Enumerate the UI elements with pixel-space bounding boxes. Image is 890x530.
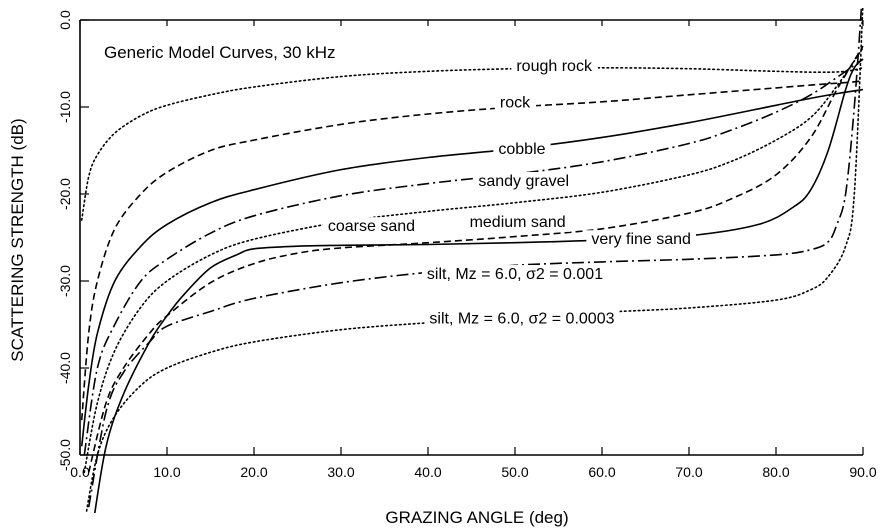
series-label-group: very fine sand <box>586 230 696 250</box>
series-label-silt-mz-6-0-2-0-001: silt, Mz = 6.0, σ2 = 0.001 <box>427 266 603 283</box>
series-line-rock <box>80 80 864 421</box>
series-label-bg <box>322 217 421 237</box>
x-tick-label: 40.0 <box>414 464 441 480</box>
series-label-group: medium sand <box>464 212 571 232</box>
series-label-bg <box>493 139 551 159</box>
series-line-silt-mz-6-0-2-0-001 <box>87 8 863 508</box>
x-tick-label: 70.0 <box>675 464 702 480</box>
series-label-bg <box>464 212 571 232</box>
x-tick-label: 30.0 <box>327 464 354 480</box>
y-tick-label: -20.0 <box>57 178 73 210</box>
x-axis-ticks: 0.0 10.0 20.0 30.0 40.0 50.0 60.0 70.0 80.0 90.0 <box>70 20 877 480</box>
series-label-rough-rock: rough rock <box>516 58 593 75</box>
series-label-coarse-sand: coarse sand <box>328 218 415 235</box>
y-axis-ticks: 0.0 -10.0 -20.0 -30.0 -40.0 -50.0 <box>57 10 89 471</box>
x-axis-title: GRAZING ANGLE (deg) <box>385 508 568 527</box>
series-label-group: coarse sand <box>322 217 421 237</box>
y-tick-label: -10.0 <box>57 91 73 123</box>
y-axis-title: SCATTERING STRENGTH (dB) <box>8 118 27 361</box>
x-tick-label: 60.0 <box>588 464 615 480</box>
series-label-group: rock <box>494 93 537 113</box>
series-label-bg <box>586 230 696 250</box>
curves-group <box>80 8 864 513</box>
y-tick-label: 0.0 <box>57 10 73 30</box>
x-tick-label: 80.0 <box>762 464 789 480</box>
series-label-bg <box>424 309 620 329</box>
series-label-group: sandy gravel <box>473 171 575 191</box>
series-label-medium-sand: medium sand <box>470 214 566 231</box>
series-label-rock: rock <box>500 95 531 112</box>
series-label-bg <box>494 93 537 113</box>
curve-labels: rough rock rock cobble sandy gravel coarse s… <box>322 57 696 329</box>
series-line-cobble <box>80 88 864 447</box>
series-label-very-fine-sand: very fine sand <box>591 231 691 248</box>
series-label-bg <box>473 171 575 191</box>
y-tick-label: -30.0 <box>57 265 73 297</box>
series-label-group: silt, Mz = 6.0, σ2 = 0.0003 <box>424 309 620 329</box>
x-tick-label: 10.0 <box>153 464 180 480</box>
x-tick-label: 20.0 <box>240 464 267 480</box>
series-label-bg <box>421 265 609 285</box>
x-tick-label: 0.0 <box>70 464 90 480</box>
series-line-sandy-gravel <box>83 58 864 456</box>
y-tick-label: -50.0 <box>57 439 73 471</box>
plot-frame <box>79 19 863 456</box>
y-tick-label: -40.0 <box>57 352 73 384</box>
x-tick-label: 50.0 <box>501 464 528 480</box>
series-label-group: silt, Mz = 6.0, σ2 = 0.001 <box>421 265 609 285</box>
series-line-medium-sand <box>87 45 864 473</box>
series-label-silt-mz-6-0-2-0-0003: silt, Mz = 6.0, σ2 = 0.0003 <box>429 310 614 327</box>
series-label-bg <box>511 57 598 77</box>
series-line-very-fine-sand <box>93 58 864 513</box>
x-tick-label: 90.0 <box>849 464 876 480</box>
series-label-group: cobble <box>493 139 551 159</box>
series-label-sandy-gravel: sandy gravel <box>478 173 569 190</box>
series-label-group: rough rock <box>511 57 598 77</box>
series-line-coarse-sand <box>83 47 864 474</box>
chart-title: Generic Model Curves, 30 kHz <box>104 43 335 62</box>
series-line-rough-rock <box>80 66 864 221</box>
series-line-silt-mz-6-0-2-0-0003 <box>85 8 864 513</box>
series-label-cobble: cobble <box>498 141 545 158</box>
